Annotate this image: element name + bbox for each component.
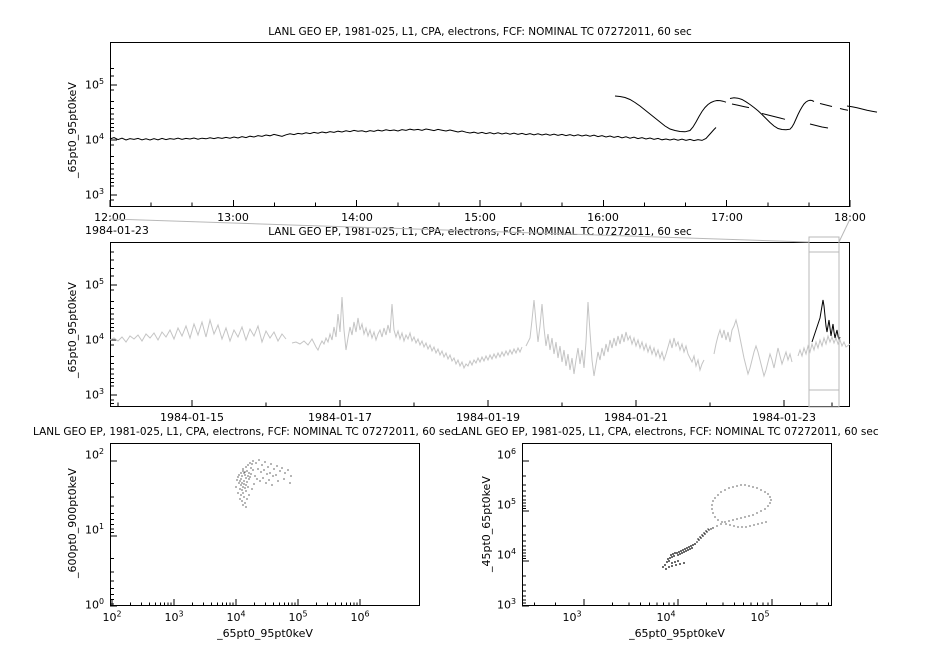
middle-y-ticks bbox=[110, 251, 117, 404]
bottom-left-x-ticks bbox=[111, 599, 361, 606]
bottom-right-svg bbox=[522, 460, 830, 607]
middle-highlight-series bbox=[811, 299, 841, 343]
middle-ytick-1e3: 103 bbox=[84, 386, 104, 402]
middle-ytick-1e4: 104 bbox=[84, 331, 104, 347]
bottom-left-y-ticks bbox=[110, 460, 117, 607]
middle-xtick-0119: 1984-01-19 bbox=[456, 411, 520, 424]
top-series-segments bbox=[109, 97, 849, 142]
top-xtick-1300: 13:00 bbox=[217, 211, 249, 224]
top-xtick-1200: 12:00 bbox=[94, 211, 126, 224]
bottom-right-xtick-1e4: 104 bbox=[656, 609, 676, 624]
bottom-right-ytick-1e6: 106 bbox=[496, 446, 516, 462]
middle-panel-svg bbox=[109, 236, 851, 408]
middle-xtick-0115: 1984-01-15 bbox=[160, 411, 224, 424]
top-series-segments-right bbox=[614, 95, 878, 133]
bottom-right-ytick-1e5: 105 bbox=[496, 496, 516, 512]
zoom-connectors bbox=[109, 218, 851, 243]
top-panel-svg-right bbox=[614, 95, 878, 133]
bottom-left-xlabel: _65pt0_95pt0keV bbox=[217, 627, 313, 640]
top-ylabel: _65pt0_95pt0keV bbox=[66, 82, 79, 178]
top-x-ticks bbox=[109, 200, 851, 207]
top-y-ticks bbox=[110, 67, 117, 201]
bottom-left-ytick-1e2: 102 bbox=[84, 446, 104, 462]
middle-plot-frame bbox=[110, 242, 850, 407]
top-ytick-1e3: 103 bbox=[84, 186, 104, 202]
top-xtick-1600: 16:00 bbox=[587, 211, 619, 224]
middle-ytick-1e5: 105 bbox=[84, 276, 104, 292]
bottom-left-xtick-1e6: 106 bbox=[350, 609, 370, 624]
bottom-left-xtick-1e3: 103 bbox=[164, 609, 184, 624]
bottom-right-scatter-points bbox=[662, 484, 772, 570]
bottom-right-y-ticks bbox=[522, 460, 529, 607]
top-ytick-1e5: 105 bbox=[84, 76, 104, 92]
middle-x-ticks bbox=[117, 400, 833, 407]
bottom-left-xtick-1e4: 104 bbox=[226, 609, 246, 624]
top-date-label: 1984-01-23 bbox=[85, 224, 149, 237]
middle-xtick-0117: 1984-01-17 bbox=[308, 411, 372, 424]
top-xtick-1700: 17:00 bbox=[711, 211, 743, 224]
top-xtick-1400: 14:00 bbox=[341, 211, 373, 224]
bottom-right-x-ticks bbox=[534, 599, 830, 606]
bottom-left-ytick-1e0: 100 bbox=[84, 596, 104, 612]
top-panel-svg bbox=[109, 67, 851, 207]
bottom-left-svg bbox=[110, 459, 361, 607]
bottom-left-xtick-1e5: 105 bbox=[288, 609, 308, 624]
bottom-left-scatter-points bbox=[235, 459, 292, 508]
bottom-right-xtick-1e5: 105 bbox=[750, 609, 770, 624]
bottom-left-xtick-1e2: 102 bbox=[102, 609, 122, 624]
bottom-right-xtick-1e3: 103 bbox=[562, 609, 582, 624]
middle-xtick-0123: 1984-01-23 bbox=[752, 411, 816, 424]
top-xtick-1800: 18:00 bbox=[834, 211, 866, 224]
bottom-right-plot-frame bbox=[522, 443, 832, 606]
bottom-left-ytick-1e1: 101 bbox=[84, 521, 104, 537]
middle-context-series bbox=[109, 296, 851, 378]
middle-xtick-0121: 1984-01-21 bbox=[604, 411, 668, 424]
bottom-right-ytick-1e3: 103 bbox=[496, 596, 516, 612]
bottom-right-panel-title: LANL GEO EP, 1981-025, L1, CPA, electron… bbox=[455, 426, 879, 438]
bottom-left-panel-title: LANL GEO EP, 1981-025, L1, CPA, electron… bbox=[33, 426, 457, 438]
zoom-selection-box[interactable] bbox=[808, 236, 840, 408]
top-panel-title: LANL GEO EP, 1981-025, L1, CPA, electron… bbox=[268, 26, 692, 38]
middle-ylabel: _65pt0_95pt0keV bbox=[66, 282, 79, 378]
bottom-right-ytick-1e4: 104 bbox=[496, 546, 516, 562]
top-ytick-1e4: 104 bbox=[84, 131, 104, 147]
top-xtick-1500: 15:00 bbox=[464, 211, 496, 224]
bottom-right-xlabel: _65pt0_95pt0keV bbox=[629, 627, 725, 640]
